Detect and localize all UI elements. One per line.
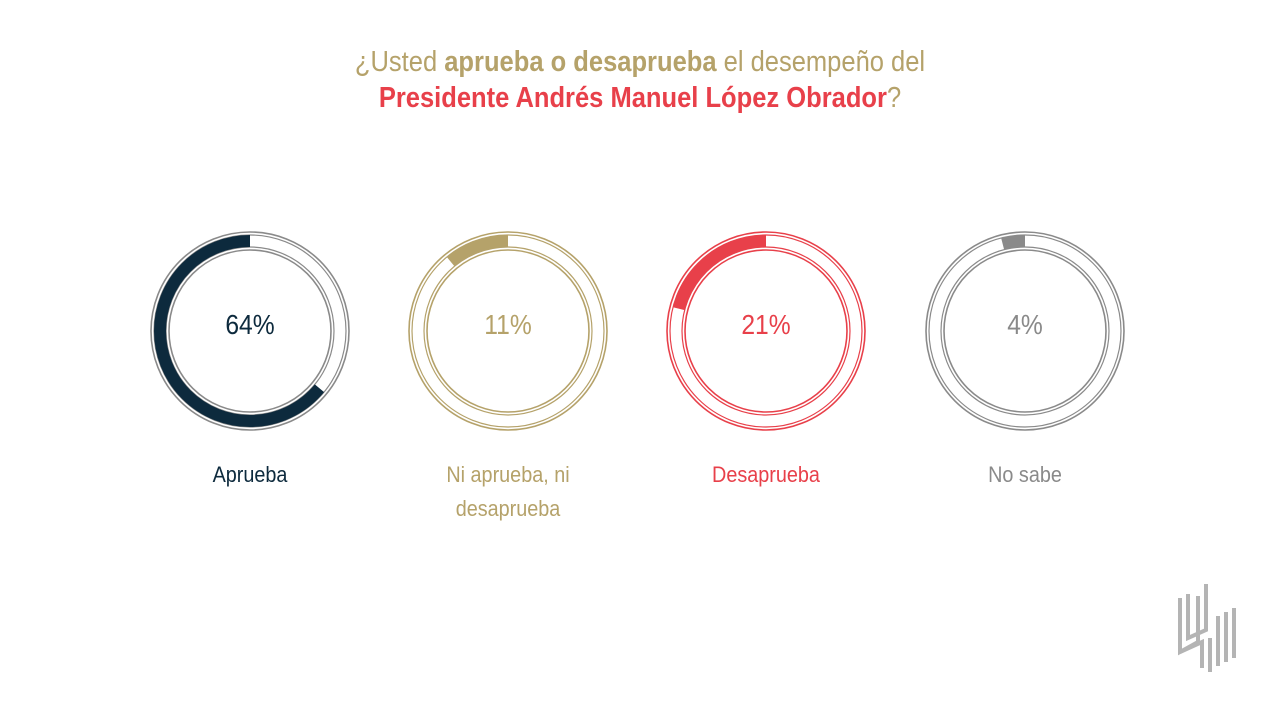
donut-4: 4% bbox=[923, 229, 1127, 433]
donut-value-arc bbox=[412, 235, 604, 427]
ring-track bbox=[681, 246, 851, 416]
ring-outer-outline bbox=[925, 231, 1125, 431]
ring-inner-outline bbox=[943, 249, 1107, 413]
category-label: No sabe bbox=[988, 462, 1062, 487]
category-label: Ni aprueba, ni desaprueba bbox=[400, 458, 616, 526]
category-label-line: desaprueba bbox=[455, 496, 561, 521]
donut-value-arc bbox=[670, 235, 862, 427]
title-text: ? bbox=[886, 82, 902, 114]
category-label-line: Ni aprueba, ni bbox=[446, 462, 570, 487]
ring-track bbox=[423, 246, 593, 416]
ring-inner-outline bbox=[426, 249, 590, 413]
value-label: 21% bbox=[741, 309, 791, 340]
value-label: 4% bbox=[1007, 309, 1043, 340]
brand-logo-icon bbox=[1178, 584, 1236, 672]
ring-outer-outline bbox=[408, 231, 608, 431]
title-president: Presidente Andrés Manuel López Obrador bbox=[378, 82, 887, 114]
category-label: Desaprueba bbox=[712, 462, 820, 487]
ring-inner-outline bbox=[168, 249, 332, 413]
donut-1: 64% bbox=[148, 229, 352, 433]
ring-outer-outline bbox=[666, 231, 866, 431]
ring-inner-outline bbox=[684, 249, 848, 413]
chart-title: ¿Usted aprueba o desaprueba el desempeño… bbox=[77, 44, 1203, 116]
donut-2: 11% bbox=[406, 229, 610, 433]
title-text: ¿Usted bbox=[354, 46, 445, 78]
ring-outer-outline bbox=[150, 231, 350, 431]
donut-3: 21% bbox=[664, 229, 868, 433]
category-label: Aprueba bbox=[212, 462, 288, 487]
title-bold: aprueba o desaprueba bbox=[444, 46, 717, 78]
title-text: el desempeño del bbox=[716, 46, 926, 78]
donut-value-arc bbox=[154, 235, 346, 427]
donut-value-arc bbox=[929, 235, 1121, 427]
value-label: 64% bbox=[225, 309, 275, 340]
value-label: 11% bbox=[484, 309, 532, 340]
